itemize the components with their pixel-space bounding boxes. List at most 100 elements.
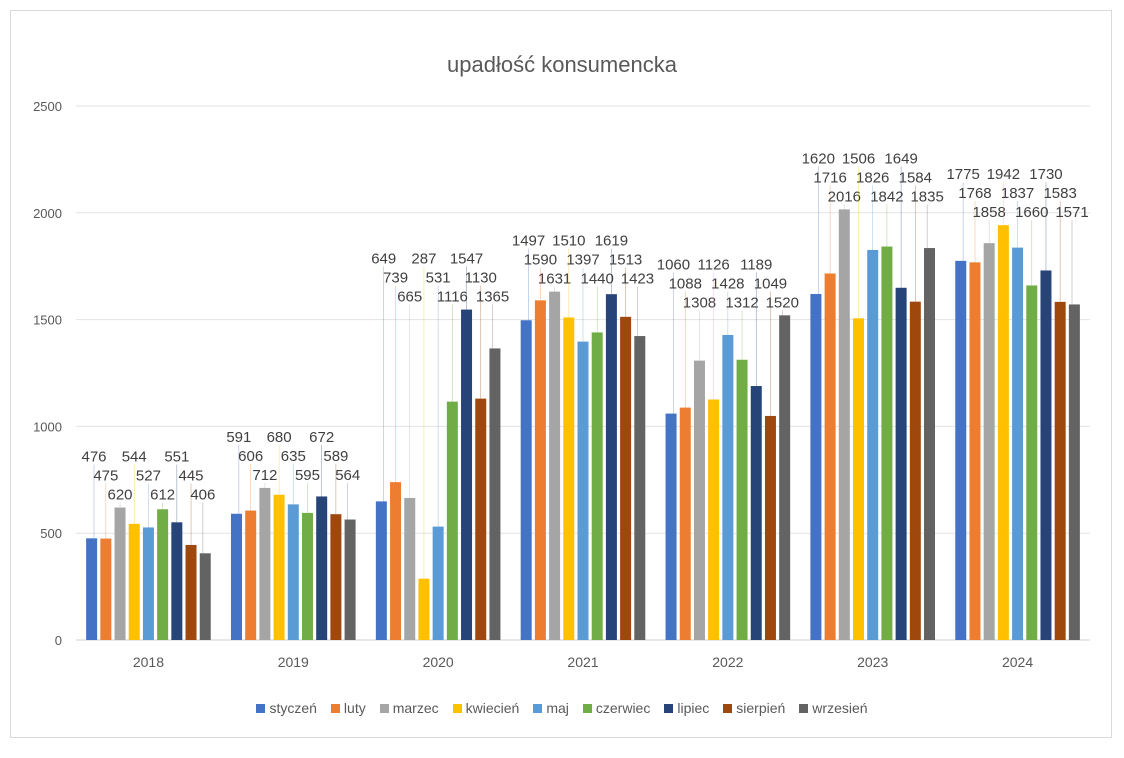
bar-sierpień-2018: [185, 544, 197, 640]
data-label: 635: [281, 448, 306, 465]
legend-label: styczeń: [269, 700, 317, 716]
bar-luty-2023: [824, 273, 836, 640]
data-label: 1619: [595, 233, 628, 250]
bar-styczeń-2021: [520, 320, 532, 640]
data-label: 1842: [870, 188, 903, 205]
bar-kwiecień-2021: [563, 317, 575, 640]
bar-marzec-2021: [549, 291, 561, 640]
data-label: 672: [309, 429, 334, 446]
y-tick-label: 1500: [33, 313, 62, 328]
bar-czerwiec-2020: [446, 401, 458, 640]
legend-label: wrzesień: [812, 700, 868, 716]
bar-luty-2020: [390, 482, 402, 640]
legend-label: lipiec: [677, 700, 710, 716]
data-label: 1837: [1001, 185, 1034, 202]
legend-item-luty: luty: [330, 700, 366, 716]
y-tick-label: 2500: [33, 99, 62, 114]
bar-sierpień-2024: [1054, 301, 1066, 640]
bar-maj-2019: [287, 504, 299, 640]
data-label: 1510: [552, 233, 585, 250]
data-label: 739: [383, 270, 408, 287]
bar-sierpień-2019: [330, 514, 342, 640]
y-tick-label: 0: [55, 633, 62, 648]
data-label: 2016: [828, 188, 861, 205]
bar-wrzesień-2021: [634, 336, 646, 640]
bar-kwiecień-2023: [853, 318, 865, 640]
data-label: 1716: [813, 169, 846, 186]
bar-czerwiec-2022: [736, 359, 748, 640]
legend-swatch: [723, 703, 733, 713]
y-tick-label: 2000: [33, 206, 62, 221]
bar-styczeń-2019: [230, 513, 242, 640]
bar-czerwiec-2021: [591, 332, 603, 640]
data-label: 1649: [884, 150, 917, 167]
bar-maj-2022: [722, 334, 734, 640]
legend-item-marzec: marzec: [379, 700, 439, 716]
x-tick-label: 2020: [423, 654, 454, 670]
bar-maj-2024: [1012, 247, 1024, 640]
bar-czerwiec-2024: [1026, 285, 1038, 640]
legend-label: marzec: [392, 700, 439, 716]
bar-maj-2020: [432, 526, 444, 640]
x-tick-label: 2018: [133, 654, 164, 670]
bar-sierpień-2020: [475, 398, 487, 640]
data-label: 1308: [683, 294, 716, 311]
bar-czerwiec-2023: [881, 246, 893, 640]
bar-styczeń-2023: [810, 293, 822, 640]
bar-kwiecień-2018: [128, 523, 140, 640]
data-label: 591: [226, 429, 251, 446]
legend-item-lipiec: lipiec: [664, 700, 709, 716]
data-label: 1497: [512, 233, 545, 250]
bar-kwiecień-2024: [997, 225, 1009, 641]
data-label: 1189: [740, 256, 772, 273]
data-label: 1620: [802, 150, 835, 167]
legend-swatch: [664, 703, 674, 713]
data-label: 551: [164, 449, 189, 466]
bar-marzec-2024: [983, 243, 995, 640]
data-label: 476: [81, 449, 106, 466]
bar-styczeń-2024: [955, 260, 967, 640]
data-label: 527: [136, 468, 161, 485]
x-tick-label: 2019: [278, 654, 309, 670]
bar-sierpień-2021: [620, 316, 632, 640]
data-label: 1835: [910, 188, 943, 205]
data-label: 1631: [538, 271, 571, 288]
legend-swatch: [379, 703, 389, 713]
x-tick-label: 2022: [712, 654, 743, 670]
data-label: 406: [190, 487, 215, 504]
bar-kwiecień-2022: [708, 399, 720, 640]
data-label: 544: [122, 449, 147, 466]
legend-item-kwiecień: kwiecień: [452, 700, 519, 716]
data-label: 1423: [621, 271, 654, 288]
legend-swatch: [582, 703, 592, 713]
bar-marzec-2020: [404, 497, 416, 640]
data-label: 1858: [972, 204, 1005, 221]
legend-swatch: [452, 703, 462, 713]
bar-styczeń-2022: [665, 413, 677, 640]
bar-wrzesień-2019: [344, 519, 356, 640]
bar-luty-2022: [679, 407, 691, 640]
bar-wrzesień-2022: [779, 315, 791, 640]
bar-wrzesień-2023: [924, 248, 936, 640]
data-label: 1506: [842, 150, 875, 167]
data-label: 1428: [711, 275, 744, 292]
data-label: 1590: [524, 252, 557, 269]
bar-lipiec-2023: [895, 287, 907, 640]
data-label: 620: [108, 487, 133, 504]
legend-item-styczeń: styczeń: [256, 700, 317, 716]
data-label: 1826: [856, 169, 889, 186]
bar-sierpień-2022: [764, 415, 776, 640]
bar-styczeń-2018: [86, 538, 98, 640]
chart-title: upadłość konsumencka: [447, 52, 677, 77]
bar-marzec-2018: [114, 507, 126, 640]
data-label: 1060: [657, 256, 690, 273]
bar-czerwiec-2018: [157, 509, 169, 640]
data-label: 1775: [946, 166, 979, 183]
data-label: 649: [371, 251, 396, 268]
bar-marzec-2023: [838, 209, 850, 641]
legend-swatch: [799, 703, 809, 713]
bar-lipiec-2020: [461, 309, 473, 640]
data-label: 1365: [476, 289, 509, 306]
bar-luty-2019: [245, 510, 257, 640]
